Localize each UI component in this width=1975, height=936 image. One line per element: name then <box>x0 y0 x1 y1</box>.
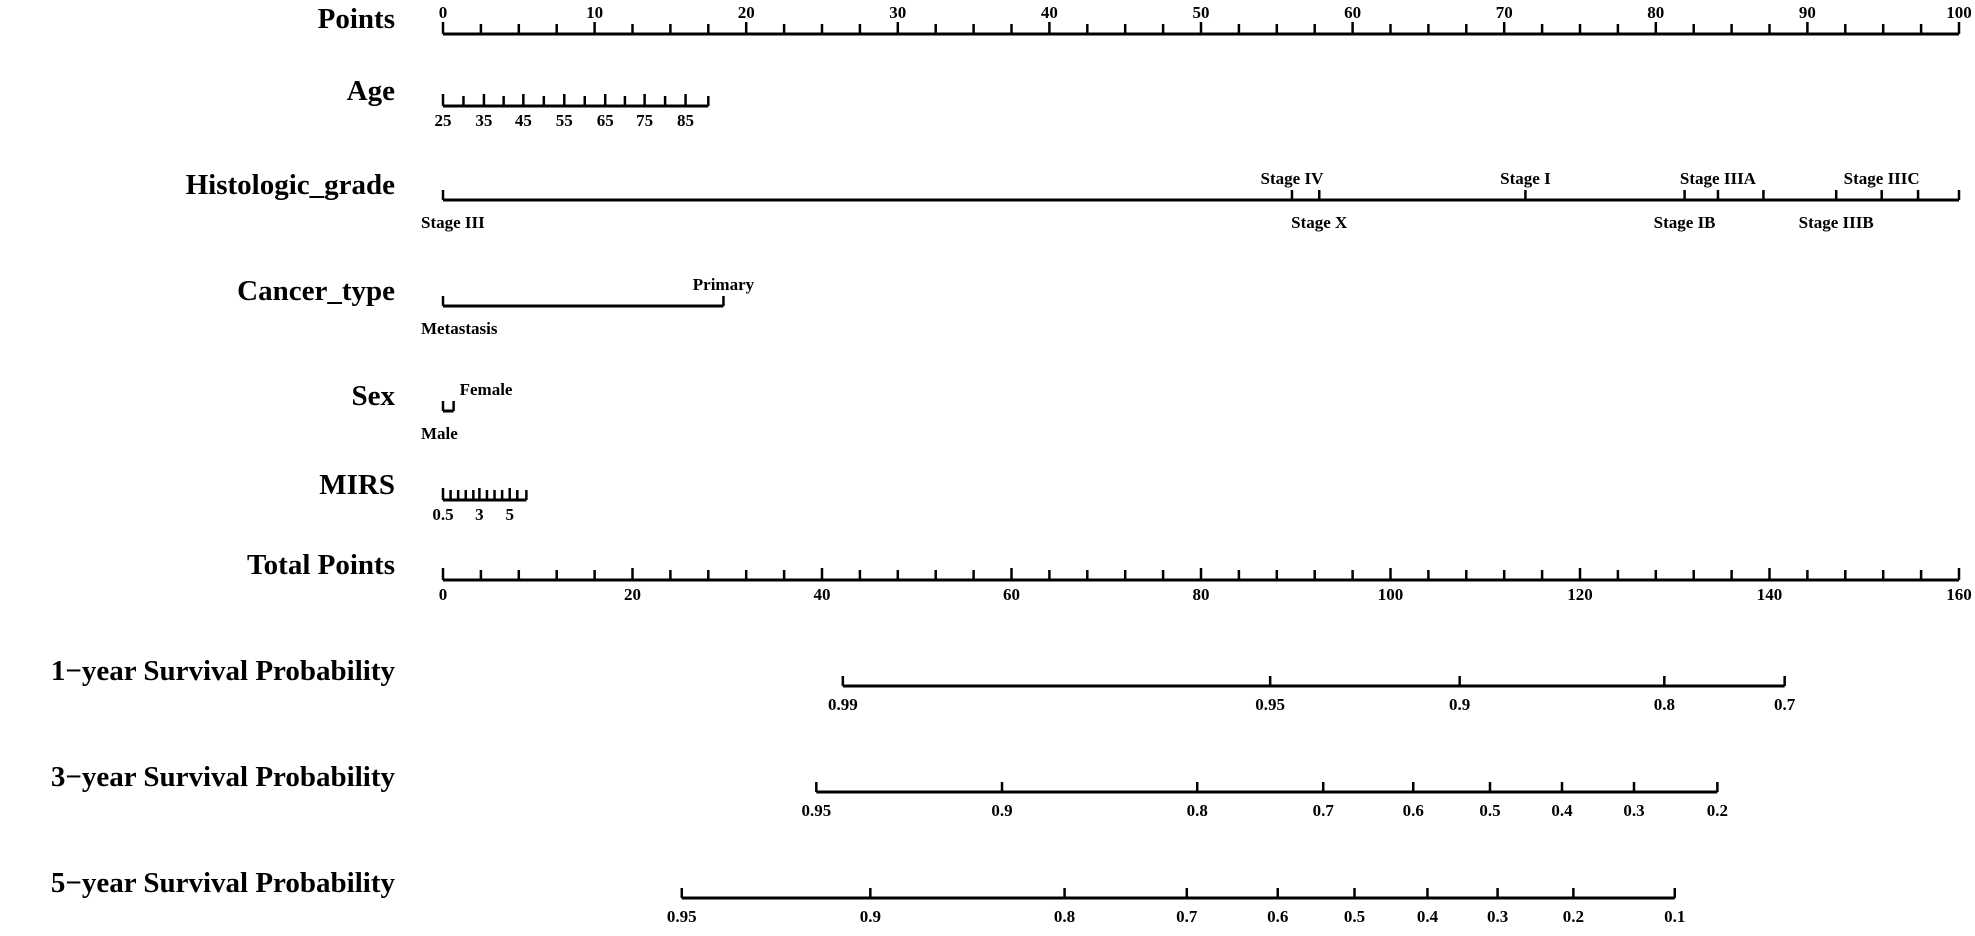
1-year-survival-probability-tick-label: 0.8 <box>1654 695 1675 714</box>
mirs-tick-label: 3 <box>475 505 484 524</box>
points-tick-label: 80 <box>1647 3 1664 22</box>
points-tick-label: 100 <box>1946 3 1972 22</box>
histologic-grade-level-label: Stage IV <box>1261 169 1325 188</box>
5-year-survival-probability-tick-label: 0.95 <box>667 907 697 926</box>
histologic-grade-level-label: Stage I <box>1500 169 1551 188</box>
mirs-tick-label: 5 <box>505 505 514 524</box>
5-year-survival-probability-tick-label: 0.7 <box>1176 907 1198 926</box>
cancer-type-level-label: Primary <box>693 275 755 294</box>
mirs-tick-label: 0.5 <box>432 505 453 524</box>
total-points-tick-label: 120 <box>1567 585 1593 604</box>
age-tick-label: 35 <box>475 111 492 130</box>
points-tick-label: 0 <box>439 3 448 22</box>
points-tick-label: 70 <box>1496 3 1513 22</box>
mirs-label: MIRS <box>319 469 395 501</box>
3-year-survival-probability-tick-label: 0.8 <box>1187 801 1208 820</box>
age-tick-label: 45 <box>515 111 532 130</box>
points-label: Points <box>318 3 395 35</box>
total-points-tick-label: 20 <box>624 585 641 604</box>
total-points-tick-label: 140 <box>1757 585 1783 604</box>
5-year-survival-probability-tick-label: 0.2 <box>1563 907 1584 926</box>
1-year-survival-probability-tick-label: 0.9 <box>1449 695 1470 714</box>
cancer-type-level-label: Metastasis <box>421 319 498 338</box>
total-points-tick-label: 40 <box>814 585 831 604</box>
total-points-label: Total Points <box>247 549 395 581</box>
histologic-grade-level-label: Stage IIIC <box>1844 169 1920 188</box>
3-year-survival-probability-tick-label: 0.7 <box>1313 801 1335 820</box>
1-year-survival-probability-tick-label: 0.7 <box>1774 695 1796 714</box>
1-year-survival-probability-tick-label: 0.99 <box>828 695 858 714</box>
5-year-survival-probability-tick-label: 0.1 <box>1664 907 1685 926</box>
5-year-survival-probability-tick-label: 0.6 <box>1267 907 1288 926</box>
histologic-grade-level-label: Stage X <box>1291 213 1348 232</box>
1-year-survival-probability-tick-label: 0.95 <box>1255 695 1285 714</box>
total-points-tick-label: 80 <box>1193 585 1210 604</box>
points-tick-label: 90 <box>1799 3 1816 22</box>
age-tick-label: 25 <box>435 111 452 130</box>
age-tick-label: 75 <box>636 111 653 130</box>
3-year-survival-probability-tick-label: 0.9 <box>991 801 1012 820</box>
histologic-grade-level-label: Stage IIIB <box>1799 213 1874 232</box>
5-year-survival-probability-tick-label: 0.5 <box>1344 907 1365 926</box>
3-year-survival-probability-label: 3−year Survival Probability <box>51 761 396 793</box>
age-tick-label: 65 <box>597 111 614 130</box>
3-year-survival-probability-tick-label: 0.6 <box>1403 801 1424 820</box>
3-year-survival-probability-tick-label: 0.2 <box>1707 801 1728 820</box>
3-year-survival-probability-tick-label: 0.5 <box>1479 801 1500 820</box>
5-year-survival-probability-label: 5−year Survival Probability <box>51 867 396 899</box>
points-tick-label: 40 <box>1041 3 1058 22</box>
5-year-survival-probability-tick-label: 0.9 <box>860 907 881 926</box>
total-points-tick-label: 0 <box>439 585 448 604</box>
points-tick-label: 50 <box>1193 3 1210 22</box>
age-tick-label: 85 <box>677 111 694 130</box>
5-year-survival-probability-tick-label: 0.4 <box>1417 907 1439 926</box>
3-year-survival-probability-tick-label: 0.3 <box>1623 801 1644 820</box>
1-year-survival-probability-label: 1−year Survival Probability <box>51 655 396 687</box>
sex-level-label: Male <box>421 424 458 443</box>
5-year-survival-probability-tick-label: 0.3 <box>1487 907 1508 926</box>
histologic-grade-level-label: Stage IIIA <box>1680 169 1757 188</box>
5-year-survival-probability-tick-label: 0.8 <box>1054 907 1075 926</box>
sex-level-label: Female <box>460 380 513 399</box>
3-year-survival-probability-tick-label: 0.4 <box>1551 801 1573 820</box>
age-tick-label: 55 <box>556 111 573 130</box>
sex-label: Sex <box>352 380 396 412</box>
points-tick-label: 20 <box>738 3 755 22</box>
age-label: Age <box>347 75 395 107</box>
cancer-type-label: Cancer_type <box>237 275 395 307</box>
total-points-tick-label: 60 <box>1003 585 1020 604</box>
histologic-grade-label: Histologic_grade <box>186 169 396 201</box>
points-tick-label: 10 <box>586 3 603 22</box>
total-points-tick-label: 160 <box>1946 585 1972 604</box>
points-tick-label: 30 <box>889 3 906 22</box>
total-points-tick-label: 100 <box>1378 585 1404 604</box>
histologic-grade-level-label: Stage III <box>421 213 485 232</box>
points-tick-label: 60 <box>1344 3 1361 22</box>
histologic-grade-level-label: Stage IB <box>1654 213 1716 232</box>
3-year-survival-probability-tick-label: 0.95 <box>801 801 831 820</box>
